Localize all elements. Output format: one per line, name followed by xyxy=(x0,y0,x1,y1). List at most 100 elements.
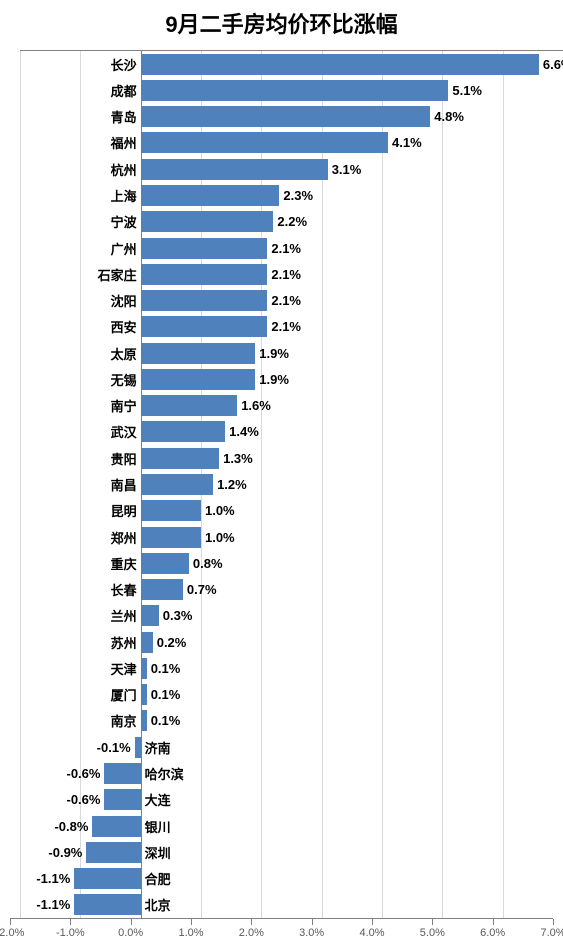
x-tick-label: 5.0% xyxy=(420,927,445,939)
bar-row: 深圳 -0.9% xyxy=(20,839,563,865)
value-label: -0.8% xyxy=(54,813,88,839)
bar xyxy=(104,789,140,810)
bar-row: 合肥 -1.1% xyxy=(20,865,563,891)
x-axis: -2.0%-1.0%0.0%1.0%2.0%3.0%4.0%5.0%6.0%7.… xyxy=(10,918,553,945)
bar-row: 昆明1.0% xyxy=(20,498,563,524)
value-label: 0.3% xyxy=(163,603,193,629)
x-tick-label: 3.0% xyxy=(299,927,324,939)
category-label: 哈尔滨 xyxy=(145,760,184,786)
bar-row: 长春 0.7% xyxy=(20,576,563,602)
value-label: 1.9% xyxy=(259,366,289,392)
category-label: 昆明 xyxy=(111,498,137,524)
bar-row: 贵阳 1.3% xyxy=(20,445,563,471)
x-tick-label: 7.0% xyxy=(540,927,563,939)
x-tick xyxy=(251,919,252,925)
bar xyxy=(141,474,213,495)
category-label: 成都 xyxy=(111,77,137,103)
value-label: 1.3% xyxy=(223,445,253,471)
bar xyxy=(104,763,140,784)
bar xyxy=(141,395,238,416)
category-label: 南昌 xyxy=(111,471,137,497)
x-tick xyxy=(10,919,11,925)
x-tick-label: 0.0% xyxy=(118,927,143,939)
category-label: 武汉 xyxy=(111,419,137,445)
bar xyxy=(141,500,201,521)
value-label: 1.2% xyxy=(217,471,247,497)
bar-row: 石家庄2.1% xyxy=(20,261,563,287)
bar-row: 银川-0.8% xyxy=(20,813,563,839)
x-tick-label: 6.0% xyxy=(480,927,505,939)
category-label: 贵阳 xyxy=(111,445,137,471)
value-label: 1.9% xyxy=(259,340,289,366)
category-label: 济南 xyxy=(145,734,171,760)
value-label: 4.8% xyxy=(434,104,464,130)
category-label: 兰州 xyxy=(111,603,137,629)
bar xyxy=(141,54,539,75)
category-label: 青岛 xyxy=(111,104,137,130)
bar xyxy=(141,710,147,731)
bar-row: 沈阳2.1% xyxy=(20,287,563,313)
bar xyxy=(141,369,256,390)
x-tick-label: 4.0% xyxy=(359,927,384,939)
bar-row: 广州2.1% xyxy=(20,235,563,261)
bar xyxy=(141,658,147,679)
bar-row: 大连 -0.6% xyxy=(20,787,563,813)
value-label: -0.6% xyxy=(67,787,101,813)
x-tick xyxy=(372,919,373,925)
bar xyxy=(141,238,268,259)
value-label: -1.1% xyxy=(36,865,70,891)
category-label: 北京 xyxy=(145,892,171,918)
category-label: 长沙 xyxy=(111,51,137,77)
bar xyxy=(141,185,280,206)
price-change-bar-chart: 9月二手房均价环比涨幅 长沙6.6%成都5.1%青岛4.8%福州4.1%杭州3.… xyxy=(0,0,563,943)
bar xyxy=(141,421,225,442)
value-label: -1.1% xyxy=(36,892,70,918)
x-tick xyxy=(70,919,71,925)
bar xyxy=(141,316,268,337)
bar-row: 天津0.1% xyxy=(20,655,563,681)
bar xyxy=(141,290,268,311)
category-label: 天津 xyxy=(111,655,137,681)
value-label: 0.2% xyxy=(157,629,187,655)
bar-row: 宁波2.2% xyxy=(20,209,563,235)
bar-row: 长沙6.6% xyxy=(20,51,563,77)
bar-row: 苏州 0.2% xyxy=(20,629,563,655)
bar xyxy=(141,132,388,153)
bar-row: 郑州1.0% xyxy=(20,524,563,550)
bar xyxy=(141,605,159,626)
x-tick-label: -1.0% xyxy=(56,927,85,939)
bar-row: 兰州 0.3% xyxy=(20,603,563,629)
bar-row: 太原1.9% xyxy=(20,340,563,366)
bar xyxy=(141,632,153,653)
value-label: 2.3% xyxy=(283,182,313,208)
bar-row: 西安2.1% xyxy=(20,314,563,340)
bar-row: 无锡1.9% xyxy=(20,366,563,392)
category-label: 广州 xyxy=(111,235,137,261)
category-label: 长春 xyxy=(111,576,137,602)
bar xyxy=(141,343,256,364)
category-label: 大连 xyxy=(145,787,171,813)
bar-row: 哈尔滨 -0.6% xyxy=(20,760,563,786)
bar-row: 北京 -1.1% xyxy=(20,892,563,918)
x-tick-label: 1.0% xyxy=(178,927,203,939)
x-tick xyxy=(432,919,433,925)
x-tick xyxy=(553,919,554,925)
bar-row: 厦门0.1% xyxy=(20,682,563,708)
value-label: 0.7% xyxy=(187,576,217,602)
bar xyxy=(141,211,274,232)
category-label: 深圳 xyxy=(145,839,171,865)
value-label: 1.4% xyxy=(229,419,259,445)
category-label: 合肥 xyxy=(145,865,171,891)
x-tick xyxy=(191,919,192,925)
value-label: -0.6% xyxy=(67,760,101,786)
bar xyxy=(135,737,141,758)
value-label: 0.1% xyxy=(151,708,181,734)
value-label: -0.9% xyxy=(48,839,82,865)
x-tick xyxy=(493,919,494,925)
category-label: 上海 xyxy=(111,182,137,208)
bar xyxy=(74,894,140,915)
x-tick-label: -2.0% xyxy=(0,927,24,939)
bar-row: 杭州3.1% xyxy=(20,156,563,182)
category-label: 苏州 xyxy=(111,629,137,655)
bar xyxy=(86,842,140,863)
